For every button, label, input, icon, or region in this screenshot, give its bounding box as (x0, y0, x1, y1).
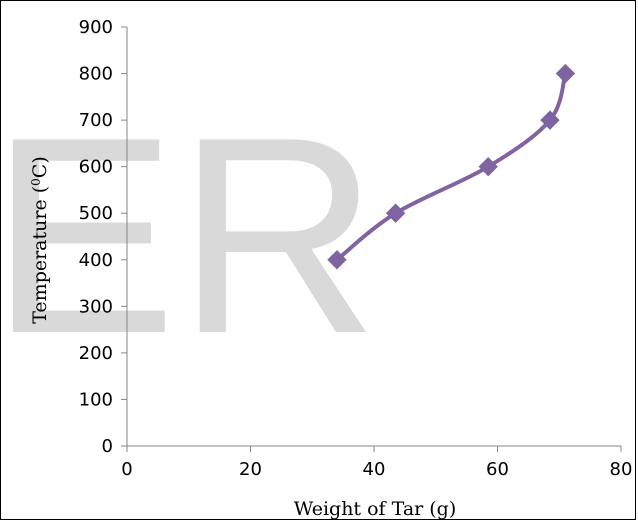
x-tick-label: 60 (486, 459, 509, 480)
data-point-marker (555, 63, 576, 84)
y-axis-title-superscript: 0 (29, 178, 43, 186)
y-axis-title: Temperature (0C) (29, 156, 51, 324)
y-tick-label: 700 (79, 110, 113, 131)
y-tick-label: 900 (79, 17, 113, 38)
x-tick-label: 80 (610, 459, 633, 480)
data-point-marker (540, 110, 560, 130)
y-tick-label: 800 (79, 64, 113, 85)
y-tick-label: 400 (79, 250, 113, 271)
series-layer (327, 63, 576, 270)
y-tick-label: 600 (79, 157, 113, 178)
y-axis-title-main: Temperature ( (29, 186, 51, 324)
x-axis-title: Weight of Tar (g) (294, 498, 457, 520)
x-tick-label: 40 (363, 459, 386, 480)
data-point-marker (327, 250, 347, 270)
y-axis-title-unit: C) (29, 156, 51, 178)
x-tick-label: 0 (121, 459, 132, 480)
watermark-text: ER (0, 80, 379, 392)
y-tick-label: 500 (79, 203, 113, 224)
y-tick-label: 200 (79, 343, 113, 364)
y-tick-label: 0 (102, 436, 113, 457)
chart-axes: 0 100 200 300 400 500 600 700 800 900 0 20 40 60 80 (79, 17, 633, 480)
x-tick-label: 20 (239, 459, 262, 480)
y-tick-label: 300 (79, 296, 113, 317)
data-point-marker (478, 156, 498, 177)
data-point-marker (385, 203, 406, 223)
y-tick-label: 100 (79, 389, 113, 410)
